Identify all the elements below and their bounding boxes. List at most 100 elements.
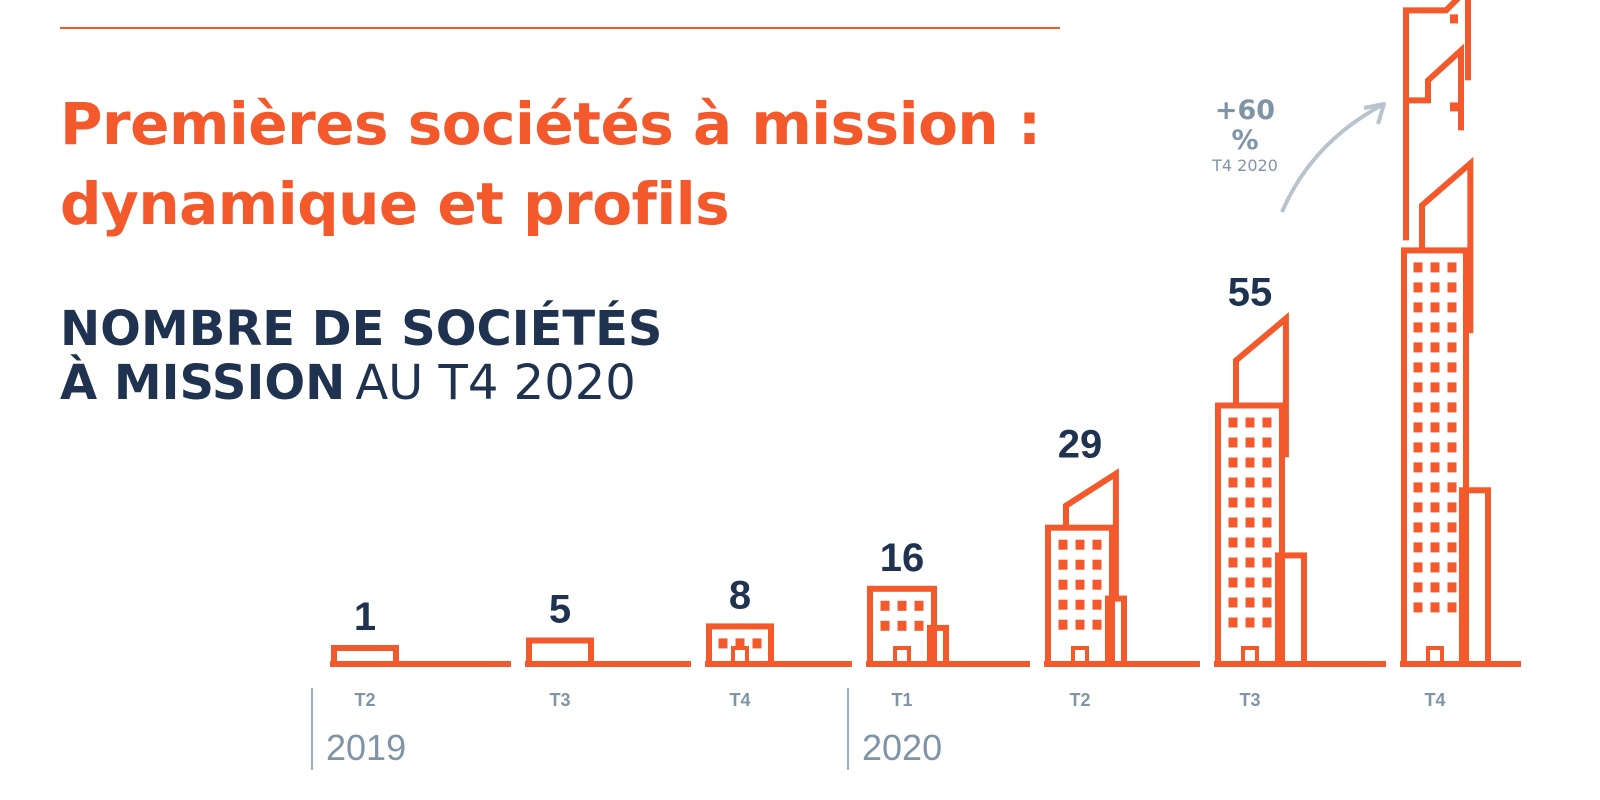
building-window [1075,579,1085,590]
category-tick-label: T2 [354,690,375,710]
year-label: 2019 [326,727,406,768]
building-window [1262,457,1272,468]
building-window [1075,599,1085,610]
building-roof [1233,312,1289,458]
building-door [1241,646,1259,666]
year-label: 2020 [862,727,942,768]
building-bar [867,585,949,667]
chart-subtitle: NOMBRE DE SOCIÉTÉS À MISSION AU T4 2020 [60,302,662,410]
category-tick-label: T4 [729,690,750,710]
building-window [1447,522,1457,533]
building-window [1447,542,1457,553]
building-window [1430,602,1440,613]
building-window [735,638,745,649]
building-window [1262,437,1272,448]
building-window [1228,437,1238,448]
building-annex [927,624,949,667]
building-window [1430,582,1440,593]
growth-arrow-head [1363,102,1386,125]
building-window [1430,502,1440,513]
building-window [1228,597,1238,608]
building-door [731,646,749,666]
building-window [1430,482,1440,493]
building-window [1413,422,1423,433]
building-bar [331,645,399,667]
building-window [1430,522,1440,533]
building-window [752,638,762,649]
growth-period: T4 2020 [1212,156,1278,175]
building-window [1413,302,1423,313]
building-window [1075,559,1085,570]
building-window [1413,282,1423,293]
building-window [1413,482,1423,493]
building-window [1058,619,1068,630]
building-window [1092,559,1102,570]
building-window [1430,542,1440,553]
building-window [1413,462,1423,473]
building-window [1413,262,1423,273]
building-window [1413,382,1423,393]
category-tick-label: T4 [1424,690,1445,710]
building-window [1262,477,1272,488]
subtitle-light: AU T4 2020 [355,355,636,411]
building-roof [1063,468,1119,596]
building-window [1430,302,1440,313]
building-window [1447,302,1457,313]
building-window [1413,362,1423,373]
building-window [914,620,924,631]
building-window [880,600,890,611]
building-window [1430,382,1440,393]
building-window [1450,102,1458,112]
building-window [1413,402,1423,413]
building-window [1447,442,1457,453]
data-label: 8 [729,573,751,617]
building-spire [1403,0,1471,101]
building-window [1245,557,1255,568]
building-door [1426,646,1444,666]
subtitle-line-1: NOMBRE DE SOCIÉTÉS [60,301,663,357]
building-window [1413,502,1423,513]
building-window [1058,579,1068,590]
building-window [1075,619,1085,630]
building-window [1245,617,1255,628]
building-window [1447,562,1457,573]
building-window [1228,557,1238,568]
building-window [1228,457,1238,468]
building-window [1262,417,1272,428]
building-window [1430,322,1440,333]
building-window [1092,579,1102,590]
building-window [1058,559,1068,570]
building-window [1430,282,1440,293]
building-window [1262,557,1272,568]
building-window [1447,342,1457,353]
data-label: 5 [549,588,571,632]
building-window [1245,597,1255,608]
building-window [1447,422,1457,433]
title-line-1: Premières sociétés à mission : [60,90,1041,158]
building-window [914,600,924,611]
building-window [1245,497,1255,508]
building-window [1075,539,1085,550]
top-rule [60,27,1060,29]
building-window [1262,537,1272,548]
building-roof [1419,156,1474,334]
building-window [1413,562,1423,573]
building-window [1262,597,1272,608]
building-body [526,637,594,667]
building-window [1228,517,1238,528]
building-window [1092,599,1102,610]
building-window [1413,522,1423,533]
building-bar [1401,0,1491,667]
building-window [1245,417,1255,428]
data-label: 29 [1058,423,1103,467]
building-window [1447,382,1457,393]
building-window [1262,517,1272,528]
building-window [1447,502,1457,513]
building-window [1058,539,1068,550]
building-window [1413,322,1423,333]
building-body [1401,247,1469,667]
category-tick-label: T3 [549,690,570,710]
building-window [1245,577,1255,588]
building-window [1228,497,1238,508]
building-window [1430,462,1440,473]
